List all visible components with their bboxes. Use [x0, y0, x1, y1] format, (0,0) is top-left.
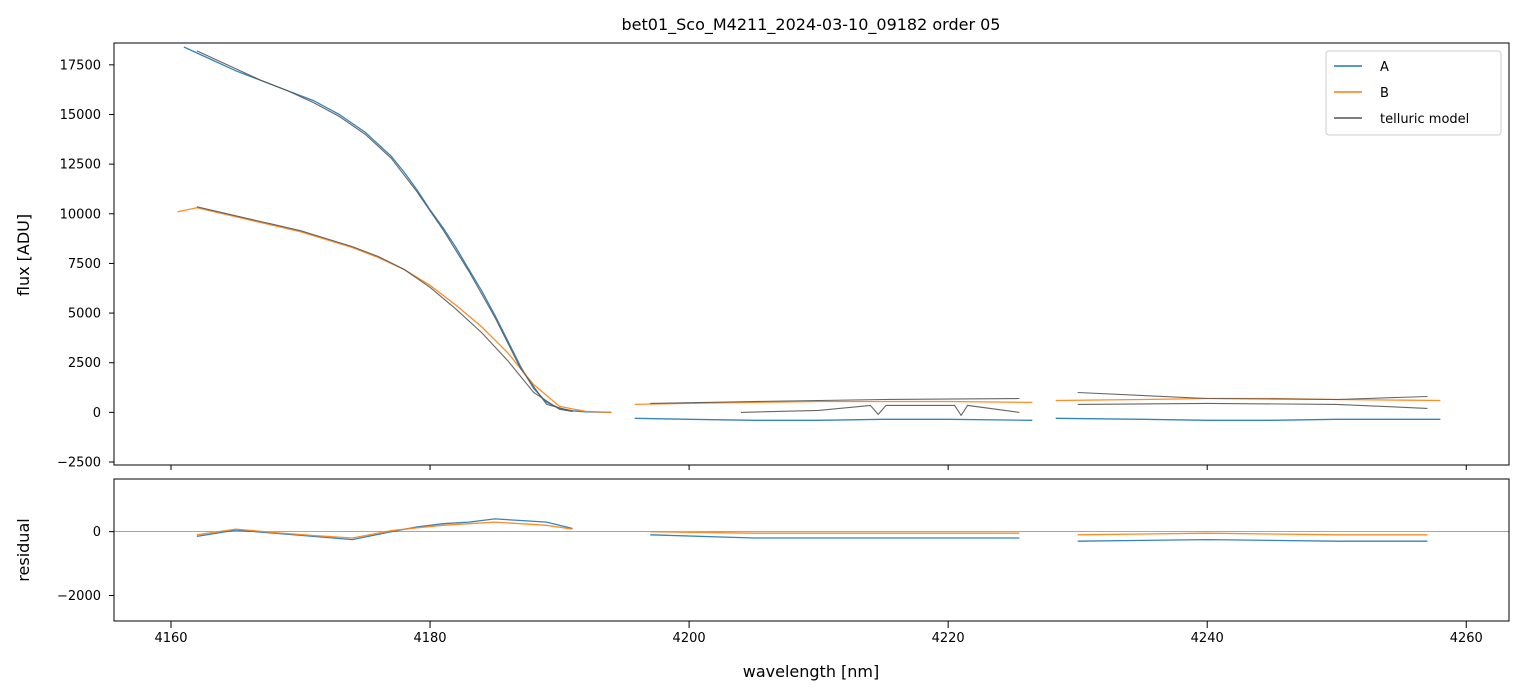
top-series-0-segment-1	[634, 417, 1033, 421]
legend: A B telluric model	[1325, 50, 1502, 136]
top-y-tick-label: −2500	[57, 456, 101, 471]
bot-plot-area	[114, 518, 1509, 542]
x-tick-label: 4260	[1450, 631, 1483, 646]
legend-label-b: B	[1380, 86, 1389, 101]
residual-panel: 4160 4180 4200 4220 4240 4260 −2000 0	[57, 478, 1510, 646]
top-y-tick-label: 12500	[60, 158, 101, 173]
legend-label-a: A	[1380, 60, 1389, 75]
top-series-2-segment-4	[1077, 402, 1428, 409]
top-plot-area	[177, 46, 1441, 421]
chart-title: bet01_Sco_M4211_2024-03-10_09182 order 0…	[622, 15, 1001, 35]
top-series-1-segment-1	[634, 400, 1033, 406]
bot-series-0-segment-2	[1077, 538, 1428, 542]
top-axes-frame	[113, 42, 1510, 466]
x-tick-label: 4220	[932, 631, 965, 646]
top-y-tick-label: 2500	[68, 356, 101, 371]
bot-series-0-segment-0	[196, 518, 573, 541]
bot-series-1-segment-1	[650, 531, 1020, 534]
y-axis-label-residual: residual	[14, 518, 33, 581]
legend-label-telluric: telluric model	[1380, 112, 1469, 127]
y-axis-label-flux: flux [ADU]	[14, 214, 33, 296]
bot-series-1-segment-2	[1077, 532, 1428, 536]
top-series-0-segment-0	[183, 46, 612, 414]
bot-series-0-segment-1	[650, 534, 1020, 539]
x-tick-label: 4180	[413, 631, 446, 646]
x-axis-label: wavelength [nm]	[743, 662, 880, 681]
top-series-2-segment-2	[650, 397, 1020, 404]
top-y-tick-label: 17500	[60, 58, 101, 73]
top-series-2-segment-5	[1077, 391, 1428, 401]
top-series-2-segment-1	[196, 206, 573, 412]
legend-frame	[1325, 50, 1502, 136]
top-y-tick-label: 0	[93, 406, 101, 421]
x-tick-label: 4200	[673, 631, 706, 646]
top-y-tick-label: 5000	[68, 307, 101, 322]
bot-y-tick-label: 0	[93, 525, 101, 540]
bot-series-1-segment-0	[196, 521, 573, 539]
top-y-tick-label: 7500	[68, 257, 101, 272]
spectrum-panel: −2500 0 2500 5000 7500 10000 12500 15000 17500	[57, 42, 1510, 471]
top-series-2-segment-0	[196, 50, 573, 412]
top-y-tick-label: 10000	[60, 207, 101, 222]
bot-axes-frame	[113, 478, 1510, 622]
top-series-1-segment-0	[177, 207, 612, 414]
bot-y-tick-label: −2000	[57, 589, 101, 604]
x-tick-label: 4240	[1191, 631, 1224, 646]
top-series-2-segment-3	[740, 404, 1020, 417]
x-tick-label: 4160	[154, 631, 187, 646]
top-series-0-segment-2	[1055, 417, 1441, 421]
top-y-tick-label: 15000	[60, 108, 101, 123]
